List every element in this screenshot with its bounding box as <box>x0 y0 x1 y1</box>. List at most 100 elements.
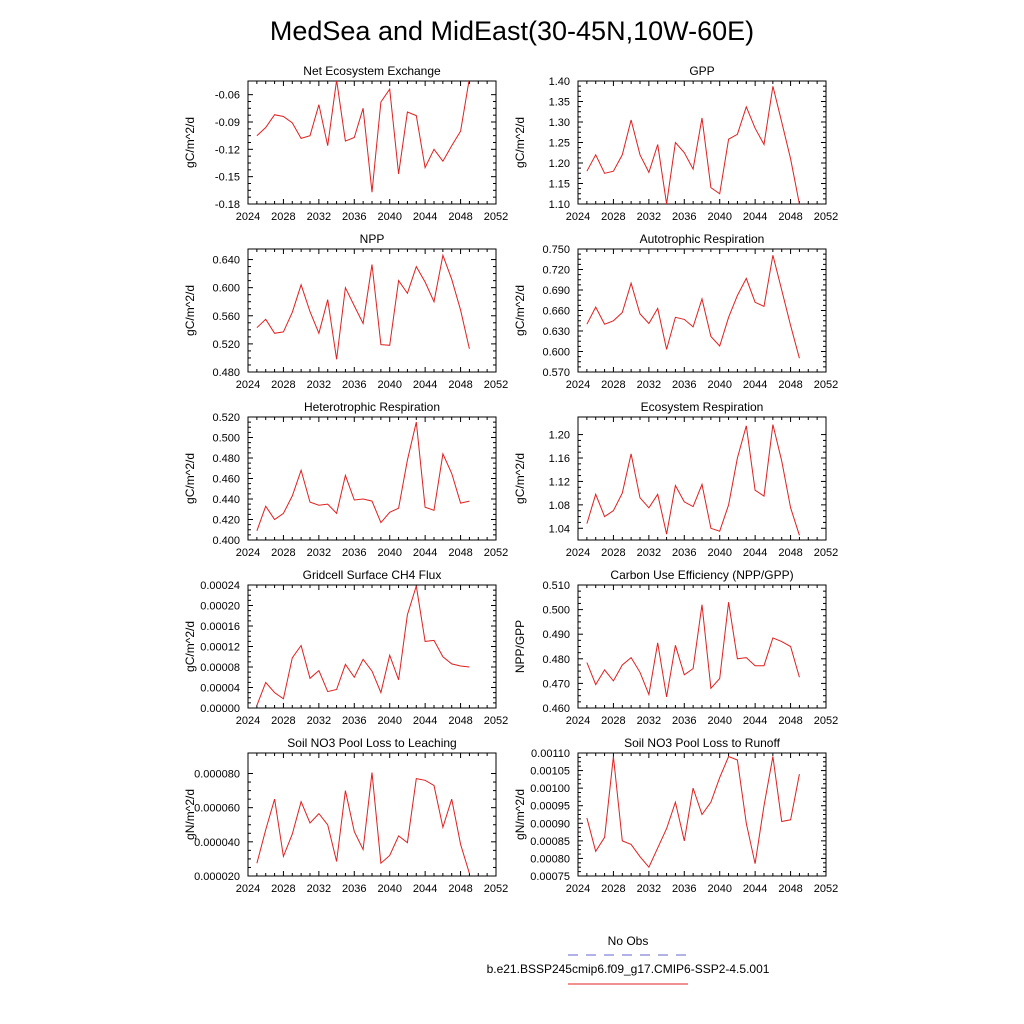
series-line-soil-no3-pool-loss-to-runoff <box>586 755 800 869</box>
y-tick-label: 0.660 <box>542 306 570 318</box>
y-tick-label: 1.10 <box>549 199 570 211</box>
y-tick-label: 1.15 <box>549 179 570 191</box>
panel-title: Net Ecosystem Exchange <box>303 64 441 78</box>
legend-obs-label: No Obs <box>608 934 649 948</box>
y-tick-label: 0.510 <box>542 580 570 592</box>
y-tick-label: 0.00085 <box>530 836 570 848</box>
panel-ecosystem-respiration: Ecosystem Respiration gC/m^2/d 2024 2028 203… <box>513 400 838 559</box>
y-tick-label: 0.000080 <box>194 769 240 781</box>
y-tick-label: 1.12 <box>549 476 570 488</box>
x-tick-label: 2032 <box>307 379 331 391</box>
x-tick-label: 2036 <box>672 211 696 223</box>
series-line-autotrophic-respiration <box>586 255 800 359</box>
y-tick-label: 0.00016 <box>200 621 240 633</box>
x-tick-label: 2028 <box>601 883 625 895</box>
x-tick-label: 2024 <box>566 715 590 727</box>
x-tick-label: 2052 <box>814 211 838 223</box>
x-tick-label: 2040 <box>707 379 731 391</box>
y-tick-label: 1.16 <box>549 453 570 465</box>
y-axis-label: gC/m^2/d <box>183 285 197 336</box>
panel-title: Carbon Use Efficiency (NPP/GPP) <box>610 568 793 582</box>
y-tick-label: 1.08 <box>549 500 570 512</box>
y-tick-label: 0.630 <box>542 326 570 338</box>
panel-title: NPP <box>360 232 385 246</box>
y-tick-label: -0.12 <box>215 144 240 156</box>
x-tick-label: 2040 <box>707 883 731 895</box>
y-tick-label: 0.460 <box>212 474 240 486</box>
y-tick-label: 0.00012 <box>200 642 240 654</box>
panel-title: Soil NO3 Pool Loss to Runoff <box>624 736 781 750</box>
plot-frame <box>577 584 827 709</box>
x-tick-label: 2028 <box>271 547 295 559</box>
panel-npp: NPP gC/m^2/d 2024 2028 2032 2036 2040 2044 2048 2… <box>183 232 508 391</box>
y-tick-label: -0.15 <box>215 172 240 184</box>
series-line-soil-no3-pool-loss-to-leaching <box>256 772 470 874</box>
x-tick-label: 2024 <box>236 547 260 559</box>
x-tick-label: 2036 <box>342 715 366 727</box>
x-tick-label: 2044 <box>743 547 767 559</box>
y-tick-label: 0.00020 <box>200 601 240 613</box>
x-tick-label: 2028 <box>601 379 625 391</box>
y-tick-label: 0.440 <box>212 494 240 506</box>
series-line-heterotrophic-respiration <box>256 421 470 531</box>
x-tick-label: 2032 <box>307 211 331 223</box>
y-tick-label: 0.520 <box>212 339 240 351</box>
x-tick-label: 2028 <box>271 883 295 895</box>
x-tick-label: 2024 <box>566 211 590 223</box>
x-tick-label: 2024 <box>236 379 260 391</box>
y-tick-label: 0.00110 <box>531 748 570 760</box>
y-tick-label: 1.30 <box>549 117 570 129</box>
y-tick-label: 0.00105 <box>530 766 570 778</box>
x-tick-label: 2048 <box>778 715 802 727</box>
x-tick-label: 2024 <box>566 547 590 559</box>
x-tick-label: 2048 <box>448 379 472 391</box>
panel-gpp: GPP gC/m^2/d 2024 2028 2032 2036 2040 2044 2048 2… <box>513 64 838 223</box>
x-tick-label: 2048 <box>448 715 472 727</box>
y-tick-label: 1.20 <box>549 430 570 442</box>
x-tick-label: 2032 <box>637 715 661 727</box>
y-tick-label: 0.000020 <box>194 871 240 883</box>
plot-frame <box>247 752 497 877</box>
x-tick-label: 2032 <box>307 883 331 895</box>
x-tick-label: 2032 <box>637 547 661 559</box>
y-tick-label: 0.460 <box>542 703 570 715</box>
y-tick-label: 0.470 <box>542 678 570 690</box>
series-line-gridcell-surface-ch4-flux <box>256 585 470 706</box>
x-tick-label: 2044 <box>413 715 437 727</box>
y-tick-label: 0.570 <box>542 367 570 379</box>
y-axis-label: gN/m^2/d <box>513 789 527 840</box>
y-tick-label: 1.40 <box>549 76 570 88</box>
plot-frame <box>577 80 827 205</box>
y-tick-label: 0.560 <box>212 311 240 323</box>
x-tick-label: 2036 <box>672 379 696 391</box>
x-tick-label: 2040 <box>707 547 731 559</box>
panel-carbon-use-efficiency-npp-gpp: Carbon Use Efficiency (NPP/GPP) NPP/GPP 20… <box>513 568 838 727</box>
series-line-net-ecosystem-exchange <box>256 81 470 193</box>
y-tick-label: 0.480 <box>212 367 240 379</box>
x-tick-label: 2044 <box>743 715 767 727</box>
y-axis-label: gC/m^2/d <box>183 117 197 168</box>
figure-title: MedSea and MidEast(30-45N,10W-60E) <box>270 16 754 46</box>
plot-frame <box>577 248 827 373</box>
y-tick-label: 1.04 <box>549 523 570 535</box>
panel-heterotrophic-respiration: Heterotrophic Respiration gC/m^2/d 2024 202… <box>183 400 508 559</box>
x-tick-label: 2028 <box>601 715 625 727</box>
y-tick-label: 0.00090 <box>530 818 570 830</box>
x-tick-label: 2028 <box>271 211 295 223</box>
x-tick-label: 2028 <box>601 211 625 223</box>
x-tick-label: 2032 <box>637 211 661 223</box>
y-axis-label: NPP/GPP <box>513 620 527 673</box>
x-tick-label: 2040 <box>377 379 401 391</box>
panel-title: Autotrophic Respiration <box>640 232 765 246</box>
x-tick-label: 2040 <box>707 715 731 727</box>
y-tick-label: 0.690 <box>542 285 570 297</box>
x-tick-label: 2044 <box>413 883 437 895</box>
x-tick-label: 2044 <box>413 547 437 559</box>
x-tick-label: 2024 <box>566 883 590 895</box>
y-tick-label: 0.00100 <box>530 783 570 795</box>
y-tick-label: 1.20 <box>549 158 570 170</box>
x-tick-label: 2040 <box>707 211 731 223</box>
y-tick-label: -0.06 <box>215 90 240 102</box>
y-axis-label: gC/m^2/d <box>183 621 197 672</box>
